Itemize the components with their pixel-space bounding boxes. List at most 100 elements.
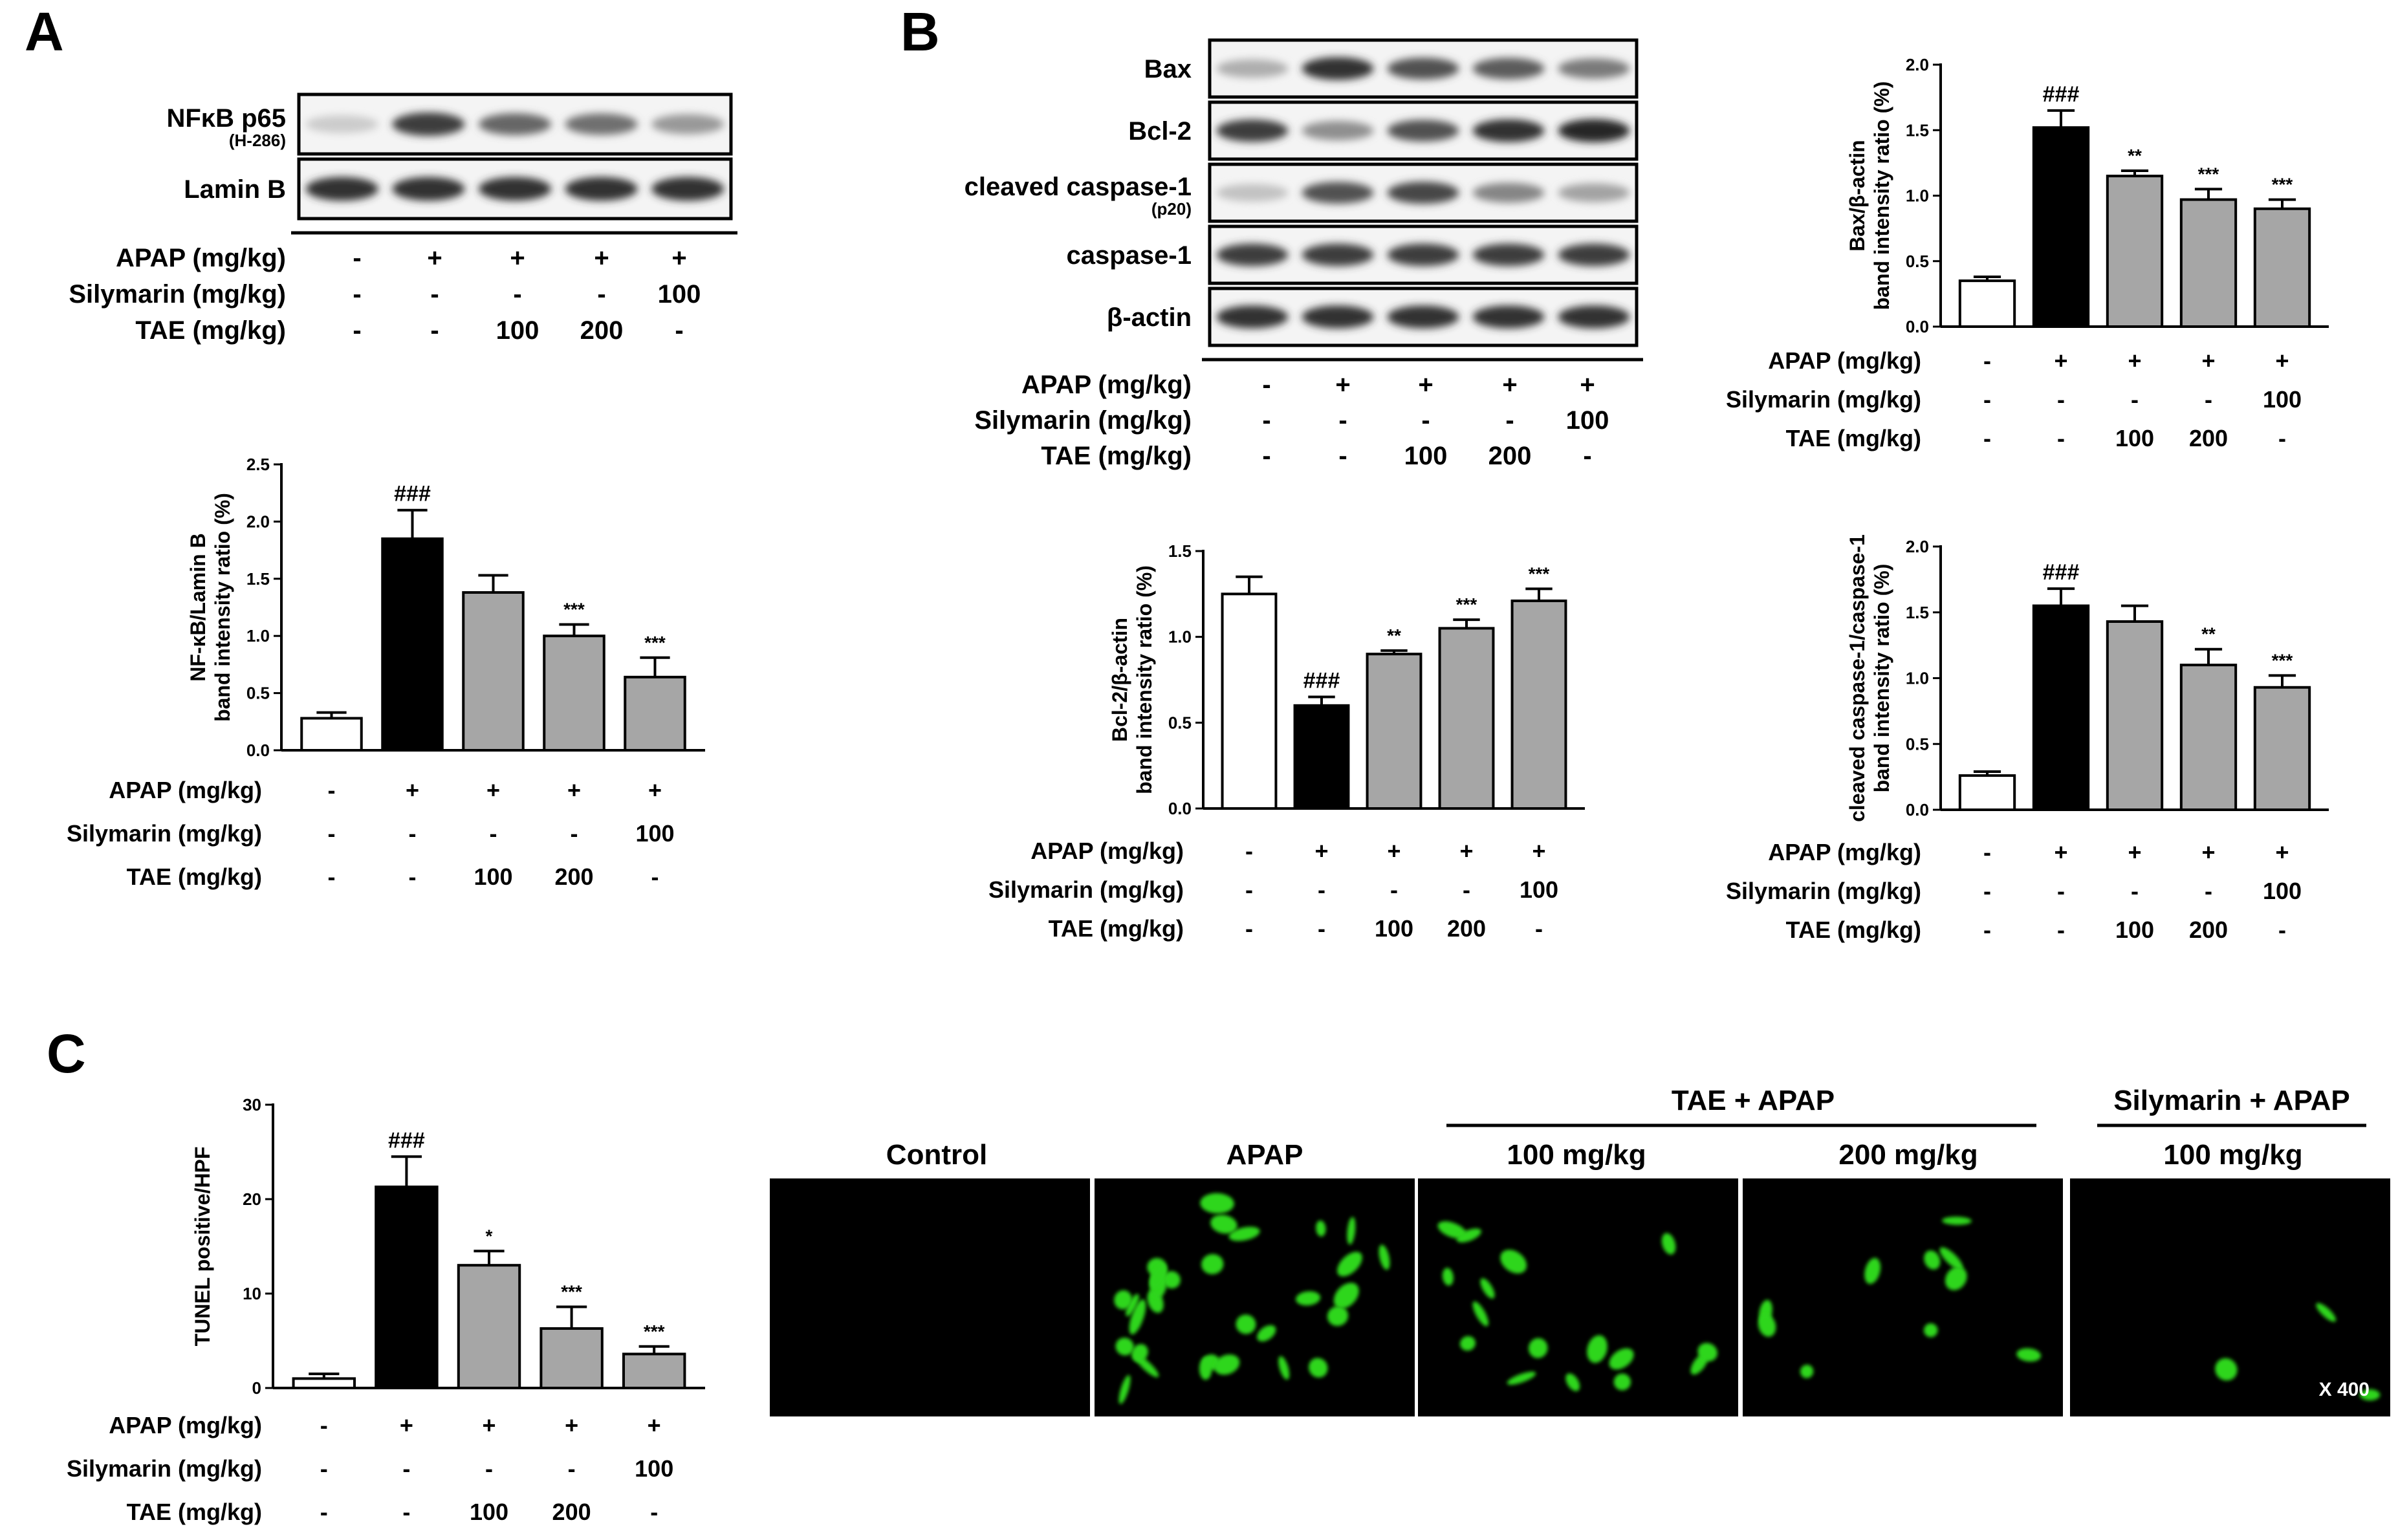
condition-value: - xyxy=(1983,347,1991,374)
bar xyxy=(2106,175,2164,328)
y-axis-label: band intensity ratio (%) xyxy=(1133,565,1156,794)
blot-band xyxy=(392,177,465,201)
condition-value: - xyxy=(1983,839,1991,865)
blot-panel-b: Bax Bcl-2 cleaved caspase-1(p20) caspase-1 β… xyxy=(965,38,1643,362)
condition-value: - xyxy=(353,244,361,272)
bar xyxy=(2179,198,2238,329)
condition-label: TAE (mg/kg) xyxy=(127,1499,262,1525)
condition-value: 200 xyxy=(1488,442,1532,470)
bar xyxy=(300,717,363,752)
tunel-positive-spot xyxy=(1296,1291,1321,1306)
y-tick-label: 10 xyxy=(243,1284,261,1303)
condition-value: + xyxy=(486,777,500,803)
micro-group-label-silymarin: Silymarin + APAP xyxy=(2113,1085,2350,1116)
blot-band xyxy=(1216,305,1289,329)
tunel-positive-spot xyxy=(1200,1193,1234,1214)
significance-label: ### xyxy=(394,482,431,506)
condition-value: + xyxy=(2128,839,2141,865)
y-axis-label: Bcl-2/β-actin xyxy=(1108,618,1131,742)
y-tick-label: 0.5 xyxy=(1906,734,1929,754)
micro-image xyxy=(770,1178,1090,1416)
tunel-positive-spot xyxy=(1500,1250,1527,1274)
tunel-positive-spot xyxy=(1442,1268,1454,1286)
significance-label: *** xyxy=(563,600,585,620)
condition-value: - xyxy=(650,1499,658,1525)
tunel-positive-spot xyxy=(1507,1371,1536,1385)
condition-value: - xyxy=(320,1499,328,1525)
bar xyxy=(1293,704,1350,810)
tunel-positive-spot xyxy=(2316,1303,2337,1322)
condition-value: - xyxy=(353,280,361,309)
condition-value: - xyxy=(1262,371,1270,399)
condition-value: + xyxy=(1532,838,1545,864)
blot-band xyxy=(1558,119,1630,142)
condition-value: - xyxy=(2205,386,2212,413)
condition-value: 200 xyxy=(2189,916,2228,943)
blot-band xyxy=(478,177,552,201)
tunel-positive-spot xyxy=(1923,1323,1938,1338)
condition-value: + xyxy=(1459,838,1473,864)
bar xyxy=(624,675,686,752)
blot-conditions-b: APAP (mg/kg) - + + + + Silymarin (mg/kg) - - - - 10… xyxy=(974,371,1609,470)
condition-value: - xyxy=(409,863,417,890)
tunel-positive-spot xyxy=(1945,1266,1967,1290)
condition-value: - xyxy=(1262,406,1270,435)
tunel-positive-spot xyxy=(1528,1338,1548,1358)
tunel-positive-spot xyxy=(1309,1358,1328,1378)
condition-value: - xyxy=(2278,425,2286,451)
y-tick-label: 0.0 xyxy=(1906,800,1929,819)
blot-band xyxy=(1472,119,1545,142)
bar xyxy=(543,634,605,752)
condition-value: 100 xyxy=(2115,425,2154,451)
blot-conditions-a: APAP (mg/kg) - + + + + Silymarin (mg/kg) - - - - 10… xyxy=(69,244,701,345)
condition-label: APAP (mg/kg) xyxy=(1768,839,1921,865)
tunel-positive-spot xyxy=(1115,1338,1134,1356)
y-tick-label: 0 xyxy=(252,1378,261,1398)
condition-value: - xyxy=(328,820,336,847)
blot-band xyxy=(1216,243,1289,266)
condition-label: TAE (mg/kg) xyxy=(1041,442,1192,470)
tunel-positive-spot xyxy=(1480,1278,1495,1299)
condition-value: - xyxy=(1463,876,1470,903)
condition-label: Silymarin (mg/kg) xyxy=(69,280,286,309)
tunel-microscopy: Control APAP 100 mg/kg 200 mg/kg 100 mg/kg TA… xyxy=(770,1085,2390,1416)
y-tick-label: 20 xyxy=(243,1189,261,1209)
y-tick-label: 2.5 xyxy=(246,455,270,474)
blot-band xyxy=(1472,58,1545,80)
tunel-positive-spot xyxy=(1697,1343,1717,1361)
condition-value: - xyxy=(1245,915,1253,942)
condition-value: - xyxy=(2278,916,2286,943)
tunel-positive-spot xyxy=(1939,1247,1963,1270)
bar xyxy=(2106,620,2164,811)
significance-label: ### xyxy=(2043,82,2080,107)
blot-band xyxy=(1472,243,1545,266)
condition-value: + xyxy=(2275,839,2289,865)
tunel-positive-spot xyxy=(1347,1217,1356,1245)
condition-label: Silymarin (mg/kg) xyxy=(974,406,1192,435)
y-tick-label: 0.0 xyxy=(1906,317,1929,336)
y-tick-label: 0.0 xyxy=(246,741,270,760)
condition-value: - xyxy=(651,863,659,890)
bar xyxy=(1958,279,2016,328)
tunel-positive-spot xyxy=(1118,1374,1131,1404)
significance-label: *** xyxy=(2198,164,2219,184)
y-tick-label: 1.5 xyxy=(1906,120,1929,140)
bar xyxy=(2253,686,2311,811)
blot-label: caspase-1 xyxy=(1067,241,1192,270)
condition-value: 100 xyxy=(2263,386,2302,413)
blot-band xyxy=(1472,182,1545,203)
condition-value: - xyxy=(513,280,521,309)
condition-value: + xyxy=(2054,347,2067,374)
condition-value: - xyxy=(402,1499,410,1525)
y-axis-label: TUNEL positive/HPF xyxy=(191,1147,214,1347)
tunel-positive-spot xyxy=(1162,1271,1181,1289)
condition-value: + xyxy=(1314,838,1328,864)
y-axis-label: band intensity ratio (%) xyxy=(1870,81,1893,310)
blot-band xyxy=(1387,181,1459,204)
condition-value: - xyxy=(2057,425,2065,451)
condition-value: - xyxy=(1505,406,1514,435)
significance-label: *** xyxy=(561,1281,582,1301)
y-axis-label: cleaved caspase-1/caspase-1 xyxy=(1846,534,1869,822)
tunel-positive-spot xyxy=(1126,1294,1139,1317)
